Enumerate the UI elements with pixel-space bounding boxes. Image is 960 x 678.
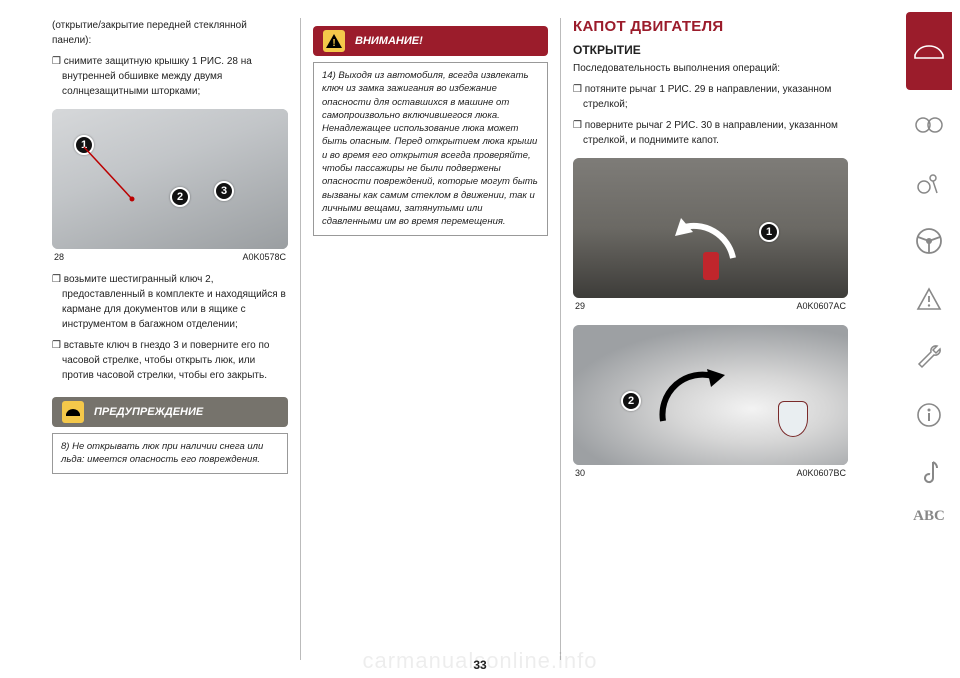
col3-intro: Последовательность выполнения операций: [573,61,848,76]
figure-28-caption: 28 A0K0578C [54,252,286,262]
svg-text:!: ! [332,38,335,48]
figure-30: 2 [573,325,848,465]
figure-30-number: 30 [575,468,585,478]
figure-30-emblem [778,401,808,437]
page-content: (открытие/закрытие передней стеклянной п… [0,0,890,678]
car-icon [62,401,84,423]
col3-step1: потяните рычаг 1 РИС. 29 в направлении, … [573,82,848,112]
column-2: ! ВНИМАНИЕ! 14) Выходя из автомобиля, вс… [300,18,560,660]
col3-step2: поверните рычаг 2 РИС. 30 в направлении,… [573,118,848,148]
tab-active-car[interactable] [906,12,952,90]
figure-28-code: A0K0578C [242,252,286,262]
section-title: КАПОТ ДВИГАТЕЛЯ [573,18,848,35]
figure-28: 1 2 3 [52,109,288,249]
warning-bar: ! ВНИМАНИЕ! [313,26,548,56]
watermark: carmanualsonline.info [362,648,597,674]
col1-step1: снимите защитную крышку 1 РИС. 28 на вну… [52,54,288,99]
figure-30-marker-2: 2 [621,391,641,411]
col1-step2: возьмите шестигранный ключ 2, предоставл… [52,272,288,332]
figure-30-caption: 30 A0K0607BC [575,468,846,478]
steering-icon[interactable] [906,218,952,264]
warning-body: 14) Выходя из автомобиля, всегда извлека… [313,62,548,236]
column-1: (открытие/закрытие передней стеклянной п… [40,18,300,660]
subheading-open: ОТКРЫТИЕ [573,43,848,57]
figure-29-number: 29 [575,301,585,311]
abc-label[interactable]: ABC [913,508,945,525]
figure-30-code: A0K0607BC [796,468,846,478]
notice-title: ПРЕДУПРЕЖДЕНИЕ [94,406,203,418]
figure-29: 1 [573,158,848,298]
warning-title: ВНИМАНИЕ! [355,35,423,47]
sidebar-tabs: ABC [898,0,960,678]
notice-bar: ПРЕДУПРЕЖДЕНИЕ [52,397,288,427]
dashboard-icon[interactable] [906,102,952,148]
hazard-icon[interactable] [906,276,952,322]
figure-29-code: A0K0607AC [796,301,846,311]
col1-step3: вставьте ключ в гнездо 3 и поверните его… [52,338,288,383]
info-icon[interactable] [906,392,952,438]
airbag-icon[interactable] [906,160,952,206]
figure-29-caption: 29 A0K0607AC [575,301,846,311]
warning-icon: ! [323,30,345,52]
col1-intro: (открытие/закрытие передней стеклянной п… [52,18,288,48]
figure-28-number: 28 [54,252,64,262]
wrench-icon[interactable] [906,334,952,380]
notice-body: 8) Не открывать люк при наличии снега ил… [52,433,288,474]
audio-icon[interactable] [906,450,952,496]
column-3: КАПОТ ДВИГАТЕЛЯ ОТКРЫТИЕ Последовательно… [560,18,860,660]
